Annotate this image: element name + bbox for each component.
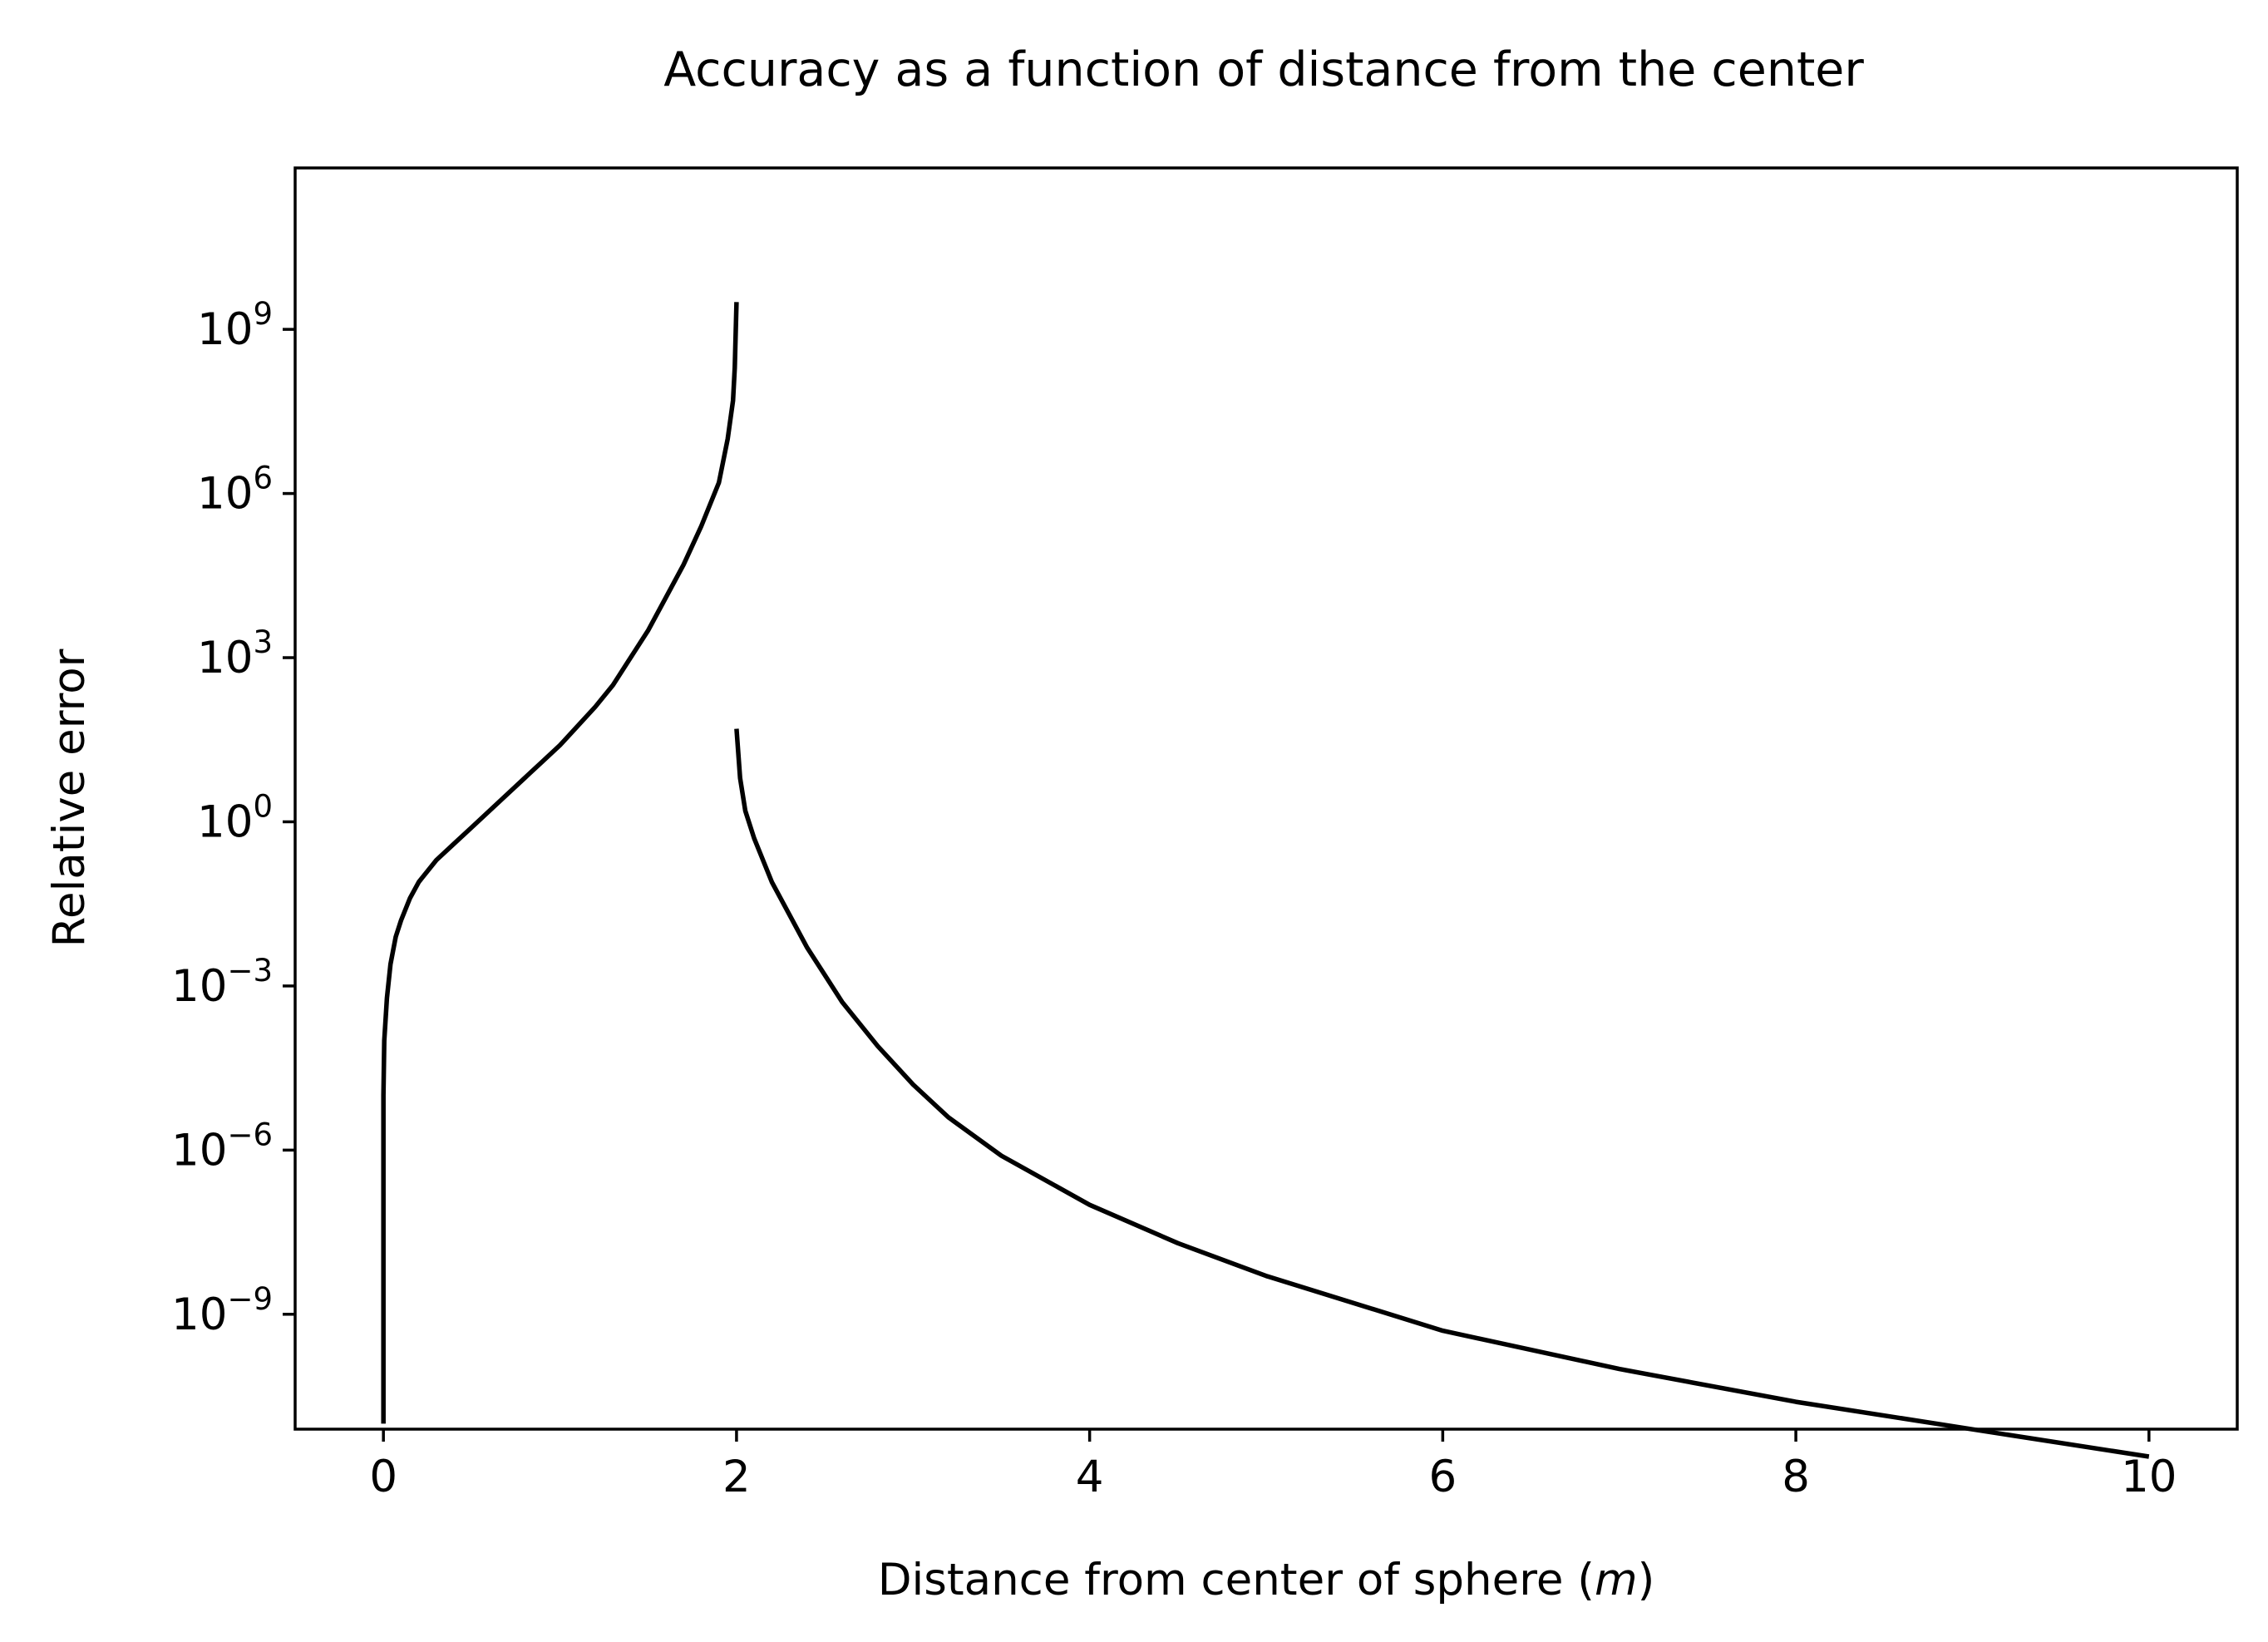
y-tick-base: 10	[171, 1289, 227, 1340]
x-tick-label: 10	[2121, 1452, 2177, 1502]
y-axis-label: Relative error	[44, 648, 95, 947]
y-tick-exponent: 0	[253, 788, 273, 824]
y-tick-base: 10	[197, 304, 253, 355]
plot-area-frame	[293, 166, 2239, 1431]
y-tick-base: 10	[197, 796, 253, 847]
data-lines	[381, 302, 2150, 1459]
y-tick-label: 103	[197, 624, 273, 683]
x-tick-label: 8	[1782, 1452, 1810, 1502]
series-line-2	[734, 728, 2150, 1459]
y-tick-label: 10−9	[171, 1281, 273, 1340]
y-tick-base: 10	[197, 633, 253, 683]
y-tick-exponent: −9	[227, 1281, 273, 1317]
y-tick-exponent: 3	[253, 624, 273, 660]
y-tick-base: 10	[197, 469, 253, 520]
x-axis-label: Distance from center of sphere (m)	[878, 1555, 1655, 1605]
chart-title: Accuracy as a function of distance from …	[663, 42, 1864, 97]
y-tick-label: 100	[197, 788, 273, 847]
y-tick-label: 10−3	[171, 953, 273, 1012]
x-axis-ticks: 0 2 4 6 8 10	[369, 1429, 2177, 1502]
x-tick-label: 2	[722, 1452, 751, 1502]
series-line-1	[381, 302, 739, 1424]
y-tick-exponent: −3	[227, 953, 273, 989]
x-tick-label: 0	[369, 1452, 397, 1502]
y-tick-base: 10	[171, 1125, 227, 1176]
y-tick-exponent: −6	[227, 1117, 273, 1152]
y-tick-exponent: 9	[253, 296, 273, 332]
x-tick-label: 6	[1428, 1452, 1457, 1502]
y-tick-label: 109	[197, 296, 273, 355]
y-tick-base: 10	[171, 961, 227, 1012]
y-tick-label: 106	[197, 461, 273, 520]
x-tick-label: 4	[1076, 1452, 1104, 1502]
y-tick-label: 10−6	[171, 1117, 273, 1176]
y-tick-exponent: 6	[253, 461, 273, 496]
